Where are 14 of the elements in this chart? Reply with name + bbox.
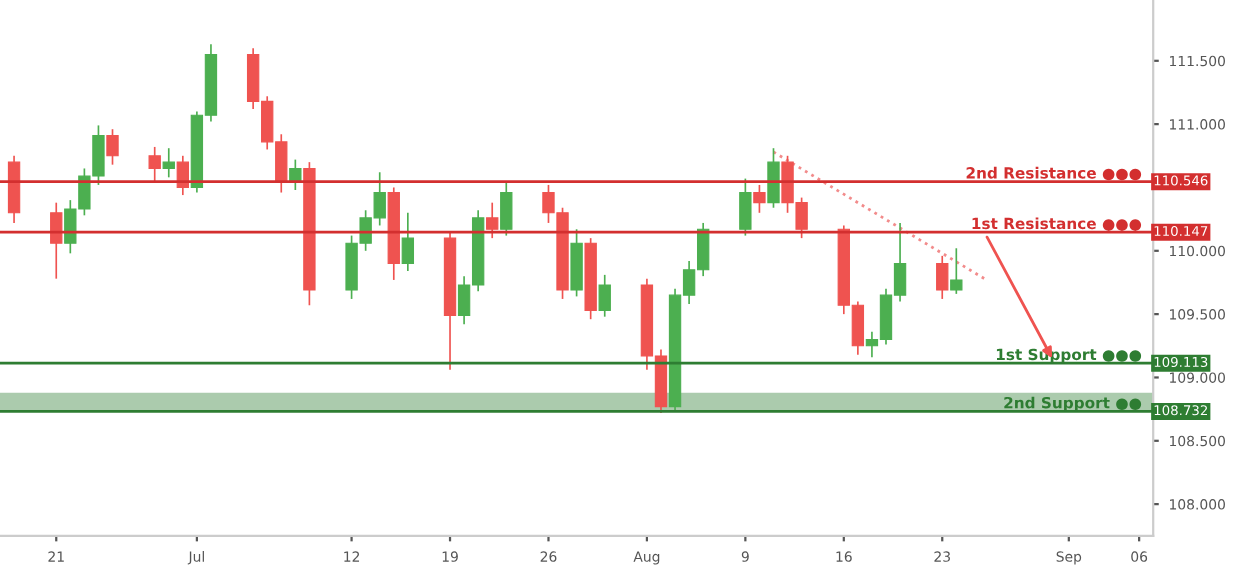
candlestick — [570, 228, 583, 298]
candlestick — [598, 274, 611, 318]
candlestick — [50, 201, 63, 280]
candlestick — [106, 128, 119, 166]
candlestick — [148, 146, 161, 182]
candlestick — [500, 181, 513, 237]
candlestick — [950, 247, 963, 295]
candlestick — [401, 211, 415, 272]
candlestick — [936, 255, 949, 300]
candlestick — [753, 184, 766, 214]
candlestick — [486, 201, 499, 239]
candlestick — [162, 147, 175, 179]
candlestick — [739, 177, 752, 237]
candlestick — [767, 147, 780, 209]
